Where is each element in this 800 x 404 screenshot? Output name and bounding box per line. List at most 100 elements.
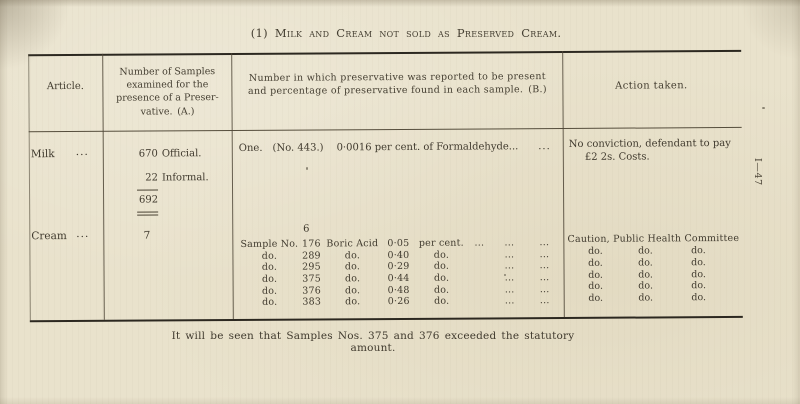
sample-cell [467, 249, 491, 261]
action-cell: do. [588, 281, 603, 293]
table-left-border [28, 54, 32, 321]
cream-sample-table: Sample No. 176 Boric Acid 0·05 per cent.....… [239, 237, 561, 309]
milk-action-line2: £2 2s. Costs. [584, 151, 650, 163]
cream-found-count: 6 [303, 223, 310, 235]
sample-cell: ... [539, 248, 550, 260]
sample-cell: ... [504, 272, 515, 284]
milk-total: 692 [138, 194, 159, 206]
sample-cell: do. [262, 297, 278, 309]
sample-cell: 0·29 [387, 261, 410, 273]
sample-cell: do. [261, 285, 278, 297]
sample-cell: 376 [302, 285, 322, 297]
sample-cell: ... [539, 272, 550, 284]
action-cell: do. [588, 257, 603, 269]
sample-cell [467, 261, 491, 273]
milk-sum-rule [137, 189, 159, 191]
cream-article-label: Cream [31, 230, 67, 243]
ink-speck [306, 167, 308, 170]
sample-cell: do. [434, 296, 450, 308]
ink-speck [504, 274, 506, 276]
header-samples-line: examined for the [126, 79, 209, 91]
cream-action-table: do. do. do. do. do. do. do. do. do. do. do. do. … [564, 245, 742, 305]
action-cell: do. [691, 280, 706, 292]
action-cell: do. [638, 268, 653, 281]
header-preservative: Number in which preservative was reporte… [232, 71, 562, 98]
sample-cell: ... [504, 284, 515, 296]
sample-cell: ... [539, 237, 550, 249]
sample-cell: do. [433, 261, 450, 273]
milk-official-line: 670 Official. [112, 148, 232, 160]
sample-cell: do. [433, 284, 450, 296]
sample-cell: do. [433, 249, 450, 261]
sample-cell: do. [433, 272, 450, 284]
header-article: Article. [46, 80, 84, 93]
milk-informal-label: Informal. [161, 172, 209, 184]
action-cell: do. [588, 292, 604, 304]
sample-cell: do. [261, 262, 278, 274]
sample-cell: ... [504, 295, 515, 307]
milk-official-count: 670 [138, 148, 158, 160]
milk-article-dots: ... [75, 145, 89, 158]
sample-cell [468, 273, 492, 285]
action-cell: do. [638, 257, 653, 269]
page-side-mark: I—47 [752, 158, 763, 186]
milk-action-line1: No conviction, defendant to pay [568, 137, 731, 150]
sample-cell: Sample No. [240, 238, 299, 250]
sample-cell: do. [344, 284, 361, 297]
action-cell: do. [638, 292, 654, 304]
sample-cell: do. [344, 273, 361, 285]
sample-cell: 295 [302, 261, 321, 273]
milk-total-double-rule [137, 211, 159, 216]
milk-result-line: One. (No. 443.) 0·0016 per cent. of Form… [239, 141, 557, 154]
sample-cell: 289 [302, 250, 321, 262]
table-header-rule [28, 126, 742, 132]
sample-cell: Boric Acid [326, 238, 379, 250]
sample-cell [468, 284, 492, 296]
sample-cell: 0·05 [387, 237, 410, 250]
milk-result-text: 0·0016 per cent. of Formaldehyde... [336, 141, 519, 154]
sample-cell: do. [261, 273, 278, 285]
milk-article-label: Milk [30, 148, 55, 161]
action-cell: do. [691, 268, 706, 280]
sample-cell: 176 [301, 238, 321, 250]
action-cell: do. [691, 292, 707, 304]
sample-cell: per cent. [418, 237, 464, 249]
sample-cell: ... [539, 260, 550, 272]
header-samples: Number of Samples examined for the prese… [103, 65, 231, 119]
header-samples-line: Number of Samples [119, 66, 216, 78]
header-action: Action taken. [615, 80, 688, 92]
sample-cell: ... [539, 283, 550, 295]
action-cell: do. [588, 245, 603, 257]
sample-cell: 383 [302, 296, 322, 309]
action-cell: do. [638, 280, 653, 292]
milk-result-count: One. [238, 142, 263, 154]
table-top-rule [28, 49, 742, 57]
milk-informal-line: 22 Informal. [112, 172, 232, 184]
action-cell: do. [691, 245, 706, 257]
header-preservative-line: and percentage of preservative found in … [247, 83, 547, 97]
sample-cell: do. [261, 250, 278, 262]
page-footnote: It will be seen that Samples Nos. 375 an… [171, 330, 575, 354]
ink-speck [762, 107, 765, 109]
sample-cell [468, 296, 492, 308]
milk-result-sample-no: (No. 443.) [272, 142, 324, 154]
cream-sample-count: 7 [143, 229, 151, 242]
sample-cell: 0·44 [387, 273, 410, 285]
action-cell: do. [588, 269, 603, 281]
sample-cell: ... [504, 237, 515, 249]
cream-article-dots: ... [76, 227, 90, 240]
action-cell: do. [638, 245, 653, 257]
sample-cell: ... [504, 248, 515, 261]
sample-cell: do. [344, 261, 361, 273]
sample-cell: do. [344, 249, 361, 262]
header-samples-line: vative. (A.) [140, 105, 195, 118]
page-title: (1) Milk and Cream not sold as Preserved… [250, 26, 562, 40]
sample-cell: ... [474, 237, 485, 249]
sample-cell: ... [504, 260, 515, 272]
milk-official-label: Official. [161, 148, 202, 160]
header-samples-line: presence of a Preser- [116, 92, 219, 105]
action-cell: do. [691, 256, 706, 268]
sample-cell: do. [345, 296, 361, 308]
sample-cell: 0·40 [387, 249, 410, 261]
